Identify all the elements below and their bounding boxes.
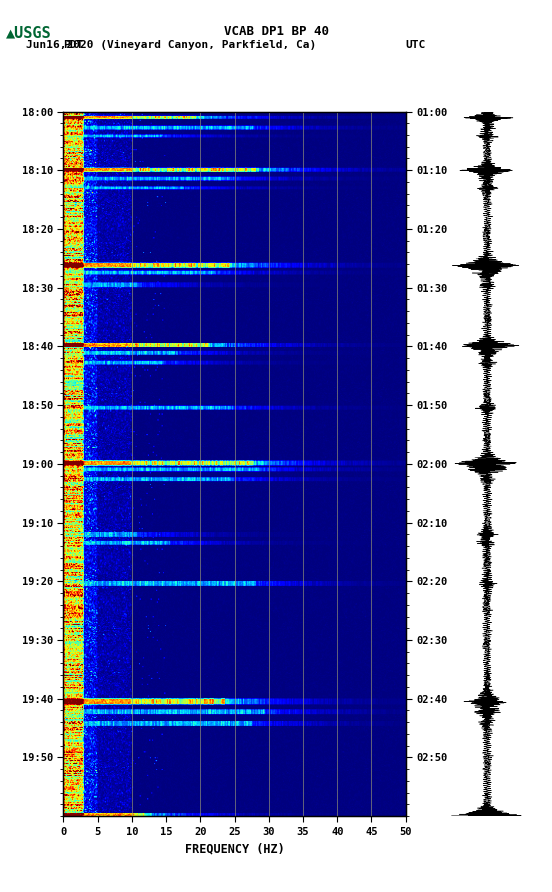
- Text: UTC: UTC: [406, 40, 426, 50]
- Text: VCAB DP1 BP 40: VCAB DP1 BP 40: [224, 25, 328, 38]
- Text: ▲USGS: ▲USGS: [6, 25, 51, 40]
- X-axis label: FREQUENCY (HZ): FREQUENCY (HZ): [185, 842, 284, 855]
- Text: PDT: PDT: [63, 40, 84, 50]
- Text: Jun16,2020 (Vineyard Canyon, Parkfield, Ca): Jun16,2020 (Vineyard Canyon, Parkfield, …: [26, 40, 316, 50]
